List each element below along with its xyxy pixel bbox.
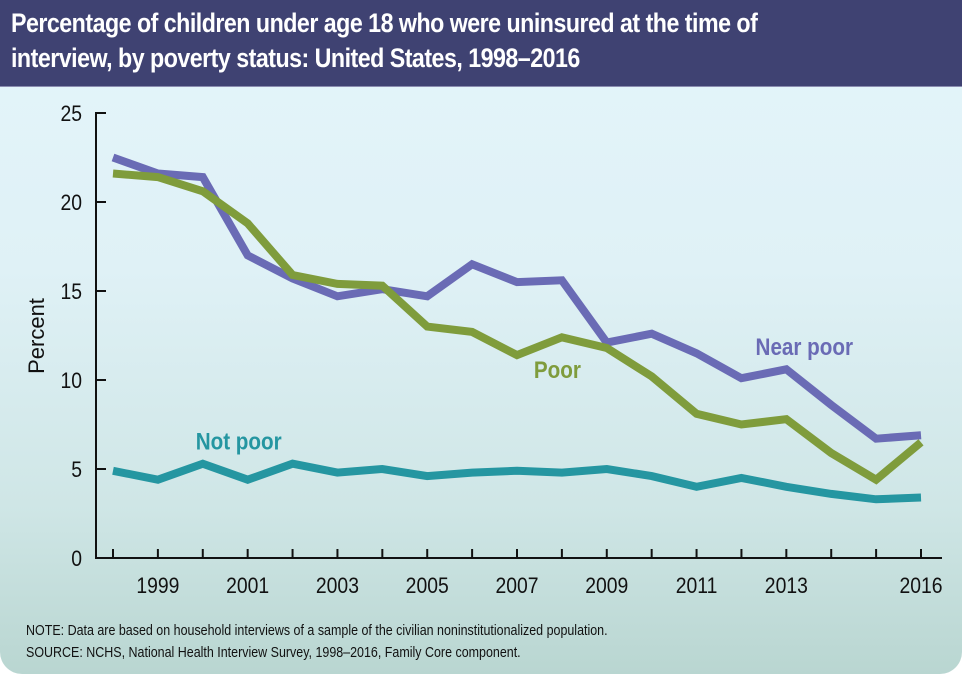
y-axis-title: Percent xyxy=(24,298,49,374)
x-tick-label: 2011 xyxy=(676,574,718,598)
y-tick-label: 0 xyxy=(71,547,82,571)
x-tick-label: 2005 xyxy=(406,574,449,598)
chart-footer: NOTE: Data are based on household interv… xyxy=(26,620,886,664)
y-tick-label: 10 xyxy=(60,369,82,393)
chart-title-line-2: interview, by poverty status: United Sta… xyxy=(11,43,580,73)
series-line-not-poor xyxy=(112,459,922,504)
footnote-source: SOURCE: NCHS, National Health Interview … xyxy=(26,645,521,661)
x-tick-label: 2016 xyxy=(899,574,942,598)
chart-title-line-1: Percentage of children under age 18 who … xyxy=(11,8,758,38)
chart-header: Percentage of children under age 18 who … xyxy=(0,0,962,87)
series-line-near-poor xyxy=(111,153,922,443)
x-tick-label: 2003 xyxy=(316,574,359,598)
series-label-poor: Poor xyxy=(534,357,581,384)
series-line-poor xyxy=(112,169,924,485)
x-tick-label: 1999 xyxy=(136,574,179,598)
series-labels: Near poor Poor Not poor xyxy=(196,334,854,455)
series-lines xyxy=(111,153,924,504)
x-tick-label: 2001 xyxy=(226,574,269,598)
x-tick-label: 2007 xyxy=(495,574,538,598)
y-tick-label: 20 xyxy=(60,191,82,215)
axes: 0 5 10 15 20 25 1999 2001 2003 2005 2007 2009 2011 20… xyxy=(24,102,943,598)
y-tick-label: 5 xyxy=(71,458,82,482)
x-tick-label: 2009 xyxy=(585,574,628,598)
series-label-not-poor: Not poor xyxy=(196,428,282,455)
footnote-note: NOTE: Data are based on household interv… xyxy=(26,623,608,639)
x-tick-label: 2013 xyxy=(765,574,808,598)
series-label-near-poor: Near poor xyxy=(756,334,854,361)
y-tick-label: 25 xyxy=(60,102,82,126)
chart-title: Percentage of children under age 18 who … xyxy=(11,6,948,76)
y-tick-label: 15 xyxy=(60,280,82,304)
